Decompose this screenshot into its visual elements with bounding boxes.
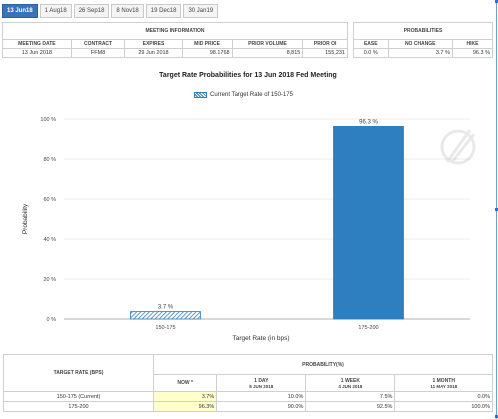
value-cell: 10.0% <box>216 391 307 402</box>
meeting-information-table: MEETING INFORMATION MEETING DATE CONTRAC… <box>2 22 348 58</box>
header-no-change: NO CHANGE <box>387 39 453 49</box>
data-label: 3.7 % <box>158 305 174 311</box>
expires-value: 29 Jun 2018 <box>124 48 183 58</box>
target-rate-header: TARGET RATE (BPS) <box>3 354 154 392</box>
header-prior-oi: PRIOR OI <box>302 39 348 49</box>
value-cell: 7.5% <box>305 391 396 402</box>
hike-value: 96.3 % <box>451 48 494 58</box>
col-1-week: 1 WEEK 4 JUN 2018 <box>305 374 396 392</box>
y-tick-label: 0 % <box>47 317 57 323</box>
meeting-date-value: 13 Jun 2018 <box>2 48 72 58</box>
header-hike: HIKE <box>451 39 494 49</box>
col-now: NOW * <box>152 374 218 392</box>
no-change-value: 3.7 % <box>387 48 453 58</box>
value-cell: 92.5% <box>305 401 396 412</box>
tab-19-dec18[interactable]: 19 Dec18 <box>145 4 182 18</box>
historical-probability-table: TARGET RATE (BPS) PROBABILITY(%) NOW * 1… <box>3 354 493 412</box>
table-row: 175-200 96.3% 90.0% 92.5% 100.0% <box>3 401 493 412</box>
mid-price-value: 98.1768 <box>181 48 233 58</box>
ease-value: 0.0 % <box>353 48 389 58</box>
header-expires: EXPIRES <box>124 39 183 49</box>
tab-1-aug18[interactable]: 1 Aug18 <box>39 4 72 18</box>
chart-title: Target Rate Probabilities for 13 Jun 201… <box>159 72 337 79</box>
y-axis-label: Probability <box>22 203 29 234</box>
watermark-logo-icon <box>440 129 476 165</box>
bar-150-175 <box>130 311 201 320</box>
resize-handle-top[interactable] <box>495 0 498 3</box>
value-cell: 90.0% <box>216 401 307 412</box>
col-1-day: 1 DAY 8 JUN 2018 <box>216 374 307 392</box>
chart-legend[interactable]: Current Target Rate of 150-175 <box>194 90 293 100</box>
tab-13-jun18[interactable]: 13 Jun18 <box>2 4 38 18</box>
legend-swatch <box>194 92 207 98</box>
probabilities-table: PROBABILITIES EASE NO CHANGE HIKE 0.0 % … <box>353 22 494 58</box>
meeting-information-title: MEETING INFORMATION <box>2 22 348 40</box>
table-row: 150-175 (Current) 3.7% 10.0% 7.5% 0.0% <box>3 391 493 402</box>
rate-cell: 150-175 (Current) <box>3 391 154 402</box>
header-ease: EASE <box>353 39 389 49</box>
probabilities-title: PROBABILITIES <box>353 22 493 40</box>
col-1-month: 1 MONTH 11 MAY 2018 <box>394 374 493 392</box>
prior-volume-value: 8,815 <box>231 48 304 58</box>
header-prior-volume: PRIOR VOLUME <box>231 39 304 49</box>
y-tick-label: 40 % <box>43 237 56 243</box>
header-meeting-date: MEETING DATE <box>2 39 72 49</box>
y-axis-ticks: 0 % 20 % 40 % 60 % 80 % 100 % <box>40 117 56 323</box>
value-cell: 96.3% <box>152 401 218 412</box>
contract-value: FFM8 <box>70 48 126 58</box>
header-contract: CONTRACT <box>70 39 126 49</box>
value-cell: 100.0% <box>394 401 493 412</box>
value-cell: 0.0% <box>394 391 493 402</box>
bar-175-200 <box>333 125 404 320</box>
y-tick-label: 60 % <box>43 197 56 203</box>
data-label: 96.3 % <box>359 119 378 125</box>
y-tick-label: 80 % <box>43 157 56 163</box>
tab-8-nov18[interactable]: 8 Nov18 <box>111 4 144 18</box>
prior-oi-value: 155,231 <box>302 48 348 58</box>
rate-cell: 175-200 <box>3 401 154 412</box>
probability-header: PROBABILITY(%) <box>153 354 493 375</box>
x-axis-ticks: 150-175 175-200 <box>155 325 378 331</box>
chart-bars: 3.7 % 96.3 % <box>130 119 404 320</box>
header-mid-price: MID PRICE <box>181 39 233 49</box>
tab-30-jan19[interactable]: 30 Jan19 <box>183 4 219 18</box>
y-tick-label: 100 % <box>40 117 56 123</box>
resize-handle-bottom[interactable] <box>495 415 498 418</box>
value-cell: 3.7% <box>152 391 218 402</box>
probability-bar-chart: 0 % 20 % 40 % 60 % 80 % 100 % 3.7 % 96.3 % 150… <box>22 117 476 342</box>
y-tick-label: 20 % <box>43 277 56 283</box>
tab-26-sep18[interactable]: 26 Sep18 <box>73 4 110 18</box>
x-axis-label: Target Rate (in bps) <box>232 335 289 342</box>
x-tick-label: 175-200 <box>358 325 378 331</box>
chart-gridlines <box>64 118 470 320</box>
meeting-tabs: 13 Jun18 1 Aug18 26 Sep18 8 Nov18 19 Dec… <box>2 4 219 18</box>
resize-handle-middle[interactable] <box>495 208 498 211</box>
x-tick-label: 150-175 <box>155 325 175 331</box>
legend-label: Current Target Rate of 150-175 <box>210 92 293 98</box>
